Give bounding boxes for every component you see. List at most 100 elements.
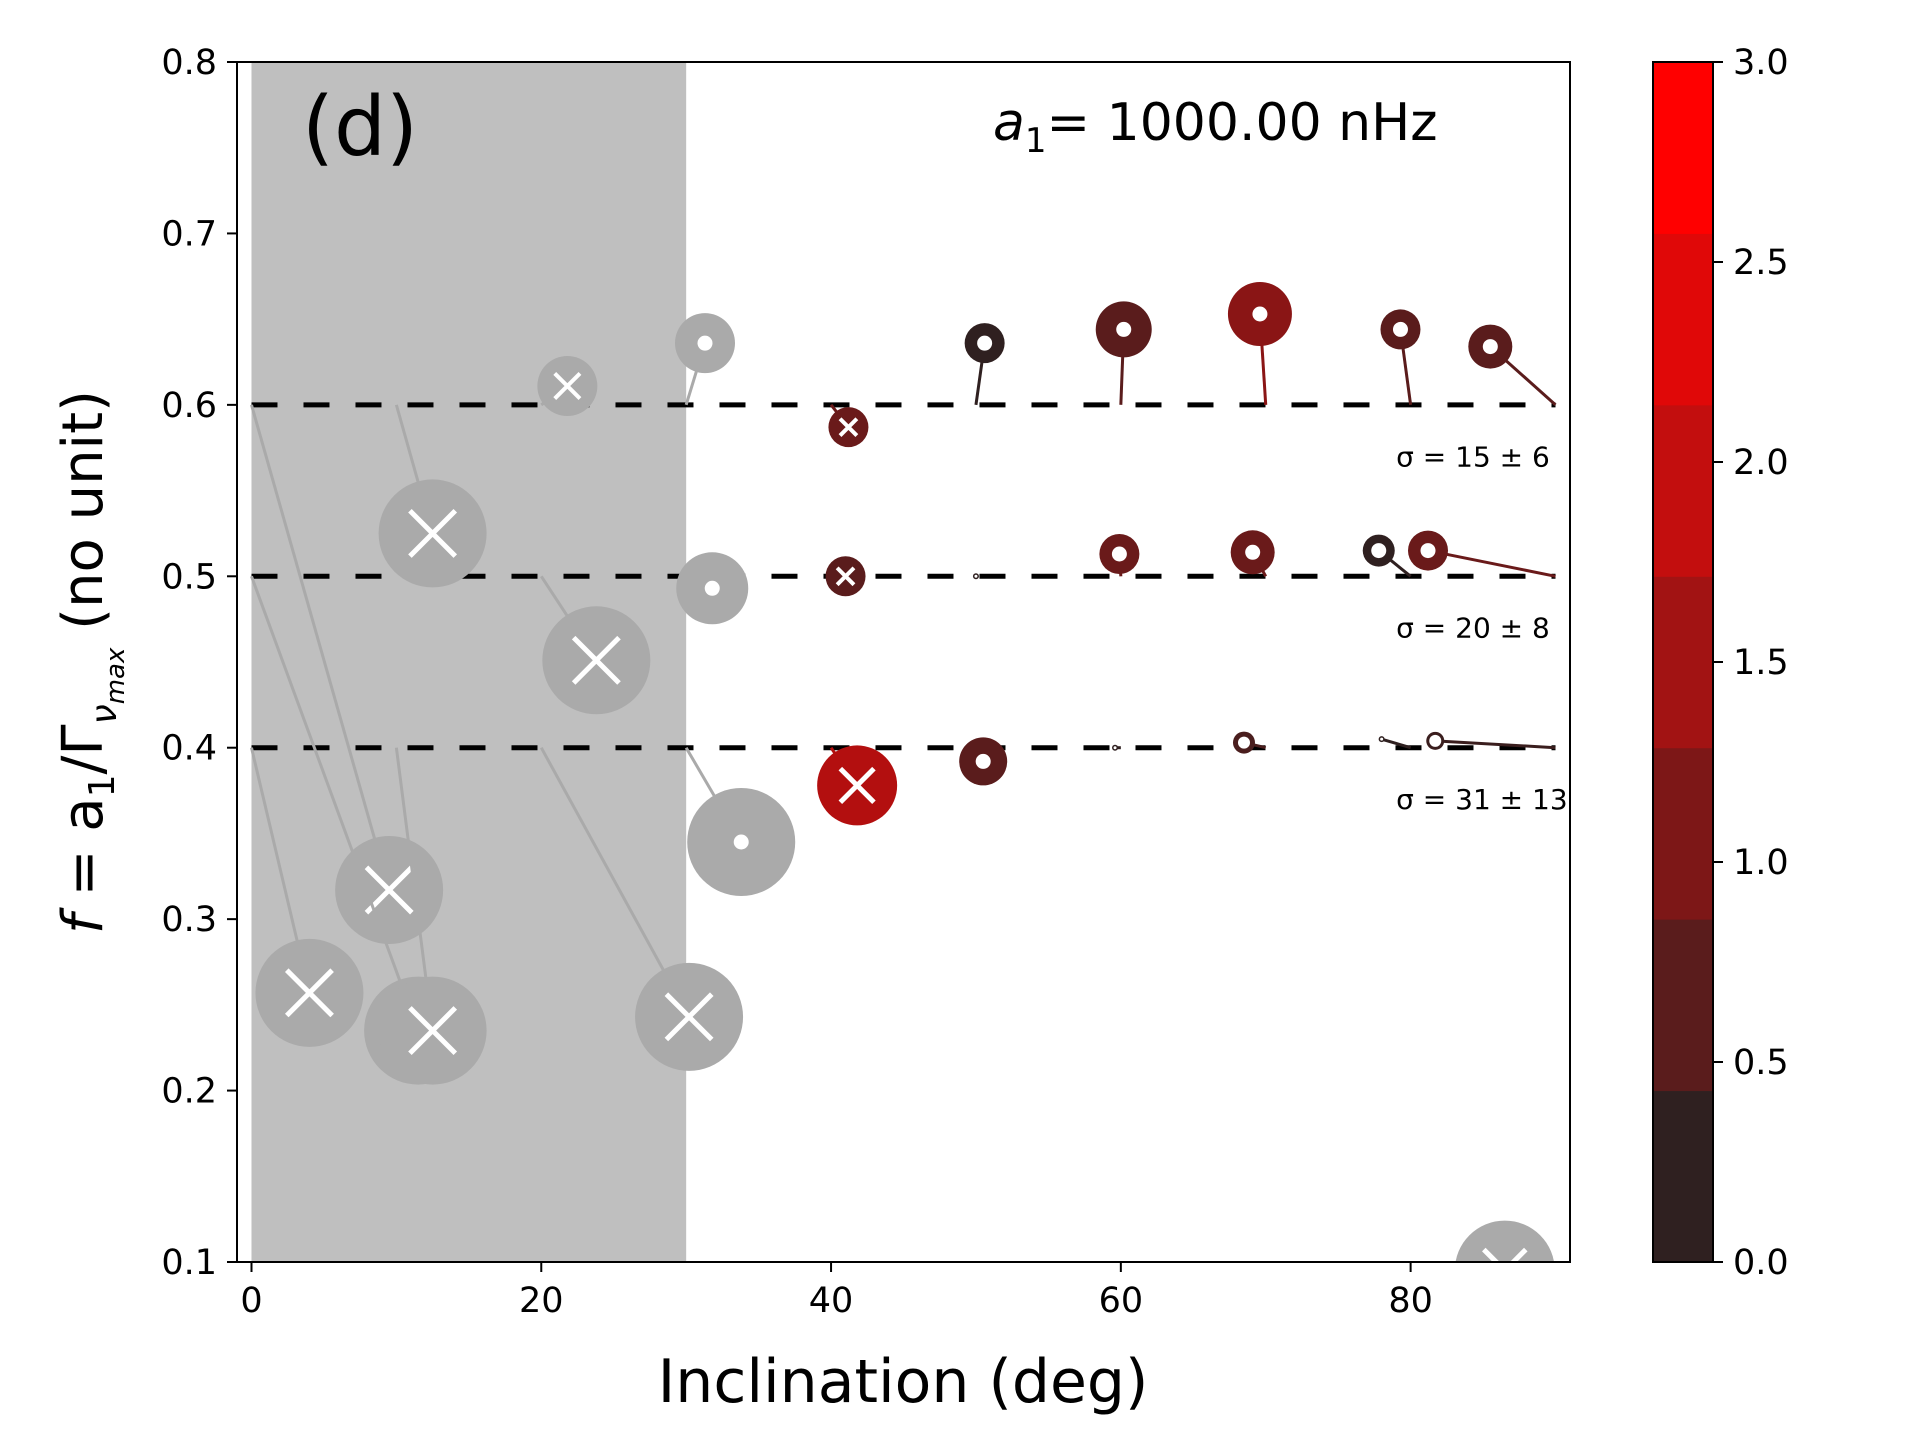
data-point	[676, 552, 749, 625]
center-dot	[704, 580, 720, 596]
x-axis-label: Inclination (deg)	[658, 1347, 1149, 1417]
colorbar-segment	[1653, 576, 1713, 749]
a1-annotation: a1= 1000.00 nHz	[993, 93, 1438, 161]
colorbar: 0.0 0.5 1.0 1.5 2.0 2.5 3.0	[1652, 43, 1789, 1283]
data-point	[959, 737, 1008, 786]
center-dot	[1392, 321, 1408, 337]
cross-mark	[664, 992, 714, 1042]
y-tick-label: 0.4	[161, 729, 217, 769]
y-label-nu: ν	[84, 704, 125, 724]
data-point	[828, 403, 869, 448]
y-tick-label: 0.2	[161, 1072, 217, 1112]
cross-mark	[284, 968, 334, 1018]
sigma-label: σ = 20 ± 8	[1396, 612, 1550, 645]
center-dot	[1371, 543, 1387, 559]
connector-line	[250, 575, 420, 1032]
cross-mark	[835, 566, 856, 587]
center-dot	[977, 335, 993, 351]
reference-labels: σ = 15 ± 6 σ = 20 ± 8 σ = 31 ± 13	[1396, 440, 1568, 816]
center-dot	[975, 753, 991, 769]
data-points	[250, 282, 1557, 1262]
colorbar-tick-label: 2.0	[1733, 443, 1789, 483]
y-tick-label: 0.3	[161, 900, 217, 940]
data-point	[539, 746, 744, 1071]
y-label-unit: (no unit)	[51, 390, 116, 648]
a1-value: = 1000.00 nHz	[1047, 93, 1438, 153]
colorbar-tick-label: 0.0	[1733, 1243, 1789, 1283]
colorbar-segment	[1653, 1090, 1713, 1263]
connector-line	[1381, 737, 1412, 750]
data-point	[1232, 731, 1267, 754]
cross-mark	[364, 865, 414, 915]
center-dot	[1116, 321, 1132, 337]
data-point	[1230, 530, 1275, 578]
center-dot	[1252, 306, 1268, 322]
cross-mark	[553, 371, 582, 401]
cross-mark	[838, 766, 876, 804]
colorbar-tick-label: 2.5	[1733, 243, 1789, 283]
cross-mark	[838, 417, 859, 437]
data-point	[1227, 282, 1292, 405]
y-axis-ticks: 0.1 0.2 0.3 0.4 0.5 0.6 0.7 0.8	[161, 43, 237, 1283]
x-tick-label: 60	[1099, 1281, 1144, 1321]
center-dot	[1245, 544, 1261, 560]
x-tick-label: 0	[240, 1281, 262, 1321]
marker-circle	[1455, 1220, 1555, 1262]
center-dot	[974, 574, 978, 578]
y-tick-label: 0.8	[161, 43, 217, 83]
y-label-sub1: 1	[82, 774, 123, 797]
data-point	[1362, 534, 1412, 578]
y-label-max: max	[101, 647, 131, 704]
data-point	[250, 404, 444, 944]
data-point	[1378, 736, 1412, 750]
colorbar-segment	[1653, 62, 1713, 234]
data-point	[1426, 731, 1556, 750]
colorbar-segment	[1653, 233, 1713, 406]
data-point	[1112, 744, 1121, 751]
x-tick-label: 20	[519, 1281, 564, 1321]
data-point	[972, 573, 979, 580]
colorbar-tick-label: 1.0	[1733, 843, 1789, 883]
data-point	[1468, 324, 1557, 406]
colorbar-segment	[1653, 404, 1713, 577]
x-axis-ticks: 0 20 40 60 80	[240, 1262, 1433, 1321]
data-point	[537, 356, 598, 416]
cross-mark	[571, 635, 621, 685]
sigma-label: σ = 15 ± 6	[1396, 440, 1550, 473]
data-point	[825, 556, 866, 597]
a1-subscript: 1	[1025, 121, 1047, 161]
cross-mark	[1482, 1247, 1528, 1262]
connector-line	[1435, 739, 1556, 750]
y-tick-label: 0.6	[161, 386, 217, 426]
center-dot	[1237, 736, 1250, 749]
y-tick-label: 0.1	[161, 1243, 217, 1283]
data-point	[964, 323, 1005, 406]
colorbar-tick-label: 3.0	[1733, 43, 1789, 83]
colorbar-segment	[1653, 919, 1713, 1092]
panel-label: (d)	[302, 80, 418, 175]
cross-mark	[408, 1006, 458, 1056]
data-point	[378, 404, 487, 588]
data-point	[674, 313, 735, 406]
y-label-eq: = a	[51, 797, 116, 914]
center-dot	[697, 335, 713, 351]
data-point	[540, 575, 651, 715]
center-dot	[1380, 737, 1384, 741]
x-tick-label: 80	[1388, 1281, 1433, 1321]
colorbar-segment	[1653, 747, 1713, 920]
center-dot	[1420, 543, 1436, 559]
colorbar-tick-label: 1.5	[1733, 643, 1789, 683]
cross-mark	[408, 508, 458, 558]
connector-line	[250, 404, 391, 891]
data-point	[817, 745, 898, 826]
y-tick-label: 0.5	[161, 557, 217, 597]
center-dot	[733, 834, 749, 850]
center-dot	[1111, 546, 1127, 562]
reference-lines	[251, 402, 1556, 751]
a1-symbol: a	[993, 93, 1025, 153]
y-axis-label: f = a1/Γνmax (no unit)	[51, 390, 131, 934]
center-dot	[1429, 734, 1442, 747]
connector-line	[1427, 549, 1556, 578]
data-point	[1408, 530, 1556, 578]
sigma-label: σ = 31 ± 13	[1396, 783, 1568, 816]
